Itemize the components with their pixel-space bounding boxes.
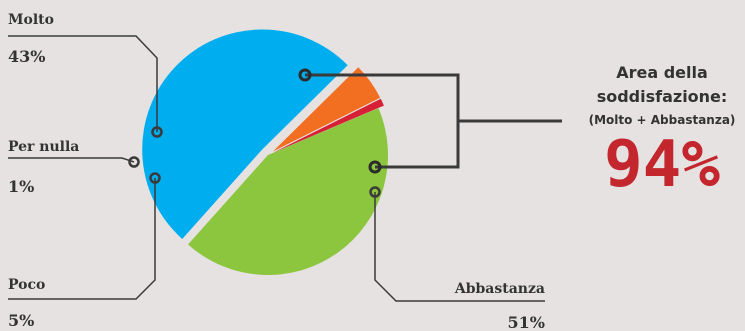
marker-molto-outer: [151, 126, 163, 138]
leader-line-abbastanza: [374, 192, 545, 302]
label-molto-name: Molto: [8, 12, 54, 28]
label-poco-value: 5%: [8, 311, 34, 330]
pie-slices: [142, 29, 388, 275]
marker-abbastanza-inner: [368, 160, 382, 174]
marker-molto-inner: [298, 68, 312, 82]
pie-slice-poco: [272, 67, 381, 152]
marker-abbastanza-outer: [369, 186, 381, 198]
pie-slice-molto: [188, 108, 388, 275]
satisfaction-subtitle: (Molto + Abbastanza): [589, 113, 736, 127]
satisfaction-title-line2: soddisfazione:: [597, 87, 728, 106]
label-abbastanza-name: Abbastanza: [454, 281, 545, 297]
leader-line-molto: [8, 35, 158, 132]
marker-per-nulla: [128, 156, 140, 168]
leader-line-per-nulla: [8, 157, 135, 163]
marker-poco: [149, 172, 161, 184]
label-poco-name: Poco: [8, 277, 45, 293]
satisfaction-title-line1: Area della: [616, 63, 708, 82]
label-per-nulla-value: 1%: [8, 177, 34, 196]
label-abbastanza-value: 51%: [508, 313, 545, 331]
label-per-nulla-name: Per nulla: [8, 139, 79, 155]
pie-slice-abbastanza: [142, 29, 348, 239]
label-molto-value: 43%: [8, 47, 45, 66]
pie-slice-per-nulla: [273, 98, 384, 153]
satisfaction-total: 94%: [604, 128, 720, 202]
leader-line-poco: [8, 178, 156, 300]
